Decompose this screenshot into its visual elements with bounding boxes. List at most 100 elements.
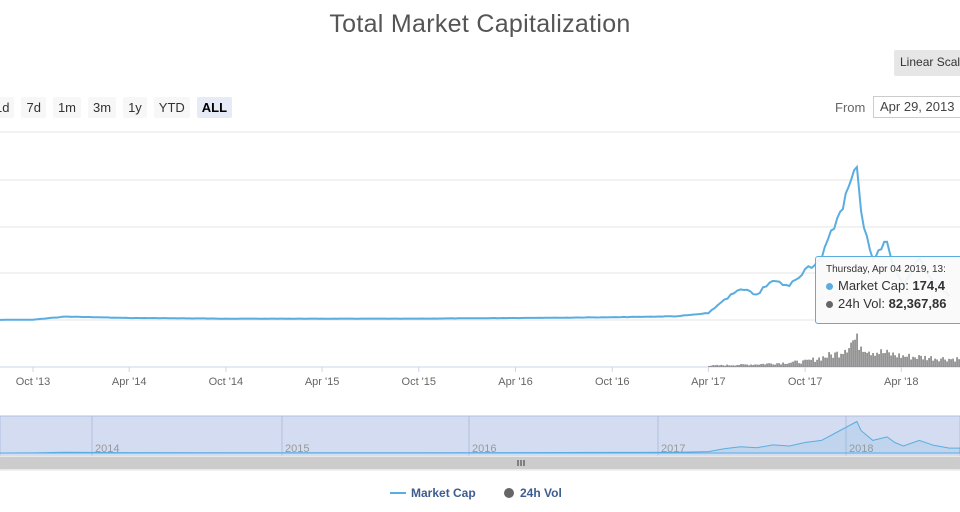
volume-bar — [830, 354, 832, 367]
volume-bar — [710, 365, 712, 367]
volume-bar — [942, 357, 944, 367]
dot-swatch-icon — [504, 488, 514, 498]
x-tick-label: Oct '15 — [402, 376, 437, 388]
range-button-1y[interactable]: 1y — [123, 97, 147, 118]
volume-bar — [880, 349, 882, 367]
volume-bar — [866, 352, 868, 367]
volume-bar — [774, 364, 776, 367]
volume-bar — [874, 355, 876, 367]
x-axis-ticks: Oct '13 Apr '14 Oct '14 Apr '15 Oct '15 Apr '… — [16, 367, 919, 388]
volume-bar — [714, 365, 716, 367]
volume-bar — [898, 353, 900, 367]
volume-bar — [738, 365, 740, 367]
volume-bar — [782, 362, 784, 367]
range-button-ytd[interactable]: YTD — [153, 97, 190, 118]
volume-bar — [840, 353, 842, 367]
volume-bar — [896, 357, 898, 367]
volume-bars — [708, 333, 960, 367]
volume-bar — [918, 355, 920, 367]
volume-bar — [734, 365, 736, 367]
x-tick-label: Oct '16 — [595, 376, 630, 388]
scrollbar-grip-icon — [517, 460, 525, 466]
volume-bar — [792, 361, 794, 367]
volume-bar — [810, 359, 812, 367]
data-tooltip: Thursday, Apr 04 2019, 13: Market Cap: 1… — [815, 256, 960, 324]
volume-bar — [728, 365, 730, 367]
volume-bar — [844, 349, 846, 367]
legend-volume[interactable]: 24h Vol — [504, 486, 562, 500]
volume-bar — [716, 364, 718, 367]
volume-bar — [802, 360, 804, 367]
volume-bar — [796, 360, 798, 367]
volume-bar — [848, 348, 850, 367]
volume-bar — [958, 359, 960, 367]
volume-bar — [902, 355, 904, 367]
volume-bar — [914, 357, 916, 367]
market-cap-line — [0, 164, 951, 321]
volume-bar — [742, 364, 744, 367]
volume-bar — [812, 357, 814, 367]
volume-bar — [764, 364, 766, 367]
legend-market-cap[interactable]: Market Cap — [390, 486, 476, 500]
volume-bar — [940, 358, 942, 367]
volume-bar — [818, 357, 820, 367]
x-tick-label: Apr '16 — [498, 376, 533, 388]
navigator-background — [0, 415, 960, 457]
volume-bar — [726, 364, 728, 367]
volume-bar — [890, 355, 892, 367]
volume-bar — [934, 358, 936, 367]
volume-bar — [718, 365, 720, 367]
range-button-3m[interactable]: 3m — [88, 97, 117, 118]
volume-bar — [926, 360, 928, 367]
volume-bar — [860, 346, 862, 367]
range-button-1d[interactable]: 1d — [0, 97, 15, 118]
volume-bar — [952, 358, 954, 367]
volume-bar — [938, 361, 940, 367]
range-button-all[interactable]: ALL — [196, 97, 233, 118]
volume-bar — [748, 365, 750, 367]
volume-bar — [752, 365, 754, 367]
volume-bar — [722, 365, 724, 367]
volume-bar — [834, 352, 836, 367]
navigator-scrollbar-thumb — [0, 457, 960, 469]
from-date-input[interactable]: Apr 29, 2013 — [873, 96, 960, 118]
volume-bar — [904, 356, 906, 367]
volume-bar — [858, 349, 860, 367]
volume-bar — [790, 362, 792, 367]
volume-bar — [730, 365, 732, 367]
volume-bar — [950, 359, 952, 367]
range-button-1m[interactable]: 1m — [52, 97, 81, 118]
volume-bar — [922, 359, 924, 367]
volume-bar — [932, 360, 934, 367]
grid-lines — [0, 131, 960, 321]
navigator[interactable]: 20142015201620172018 — [0, 415, 960, 471]
volume-bar — [886, 349, 888, 367]
volume-bar — [854, 339, 856, 367]
navigator-tick-label: 2016 — [472, 443, 496, 455]
volume-bar — [808, 359, 810, 367]
x-tick-label: Apr '18 — [884, 376, 919, 388]
range-selector: 1d 7d 1m 3m 1y YTD ALL — [0, 97, 233, 118]
volume-bar — [892, 352, 894, 367]
volume-bar — [814, 361, 816, 367]
volume-bar — [936, 359, 938, 367]
volume-bar — [760, 364, 762, 367]
volume-bar — [784, 363, 786, 367]
volume-bar — [806, 359, 808, 367]
volume-bar — [948, 358, 950, 367]
volume-bar — [946, 361, 948, 367]
x-tick-label: Apr '17 — [691, 376, 726, 388]
tooltip-volume: 24h Vol: 82,367,86 — [826, 296, 960, 311]
volume-bar — [930, 356, 932, 367]
range-button-7d[interactable]: 7d — [21, 97, 46, 118]
volume-bar — [762, 363, 764, 367]
volume-bar — [740, 364, 742, 367]
volume-bar — [824, 357, 826, 367]
volume-bar — [870, 355, 872, 367]
scale-toggle-button[interactable]: Linear Scale — [894, 50, 960, 76]
volume-bar — [846, 352, 848, 367]
volume-bar — [842, 354, 844, 367]
x-tick-label: Oct '17 — [788, 376, 823, 388]
volume-bar — [708, 366, 710, 367]
volume-bar — [954, 361, 956, 367]
